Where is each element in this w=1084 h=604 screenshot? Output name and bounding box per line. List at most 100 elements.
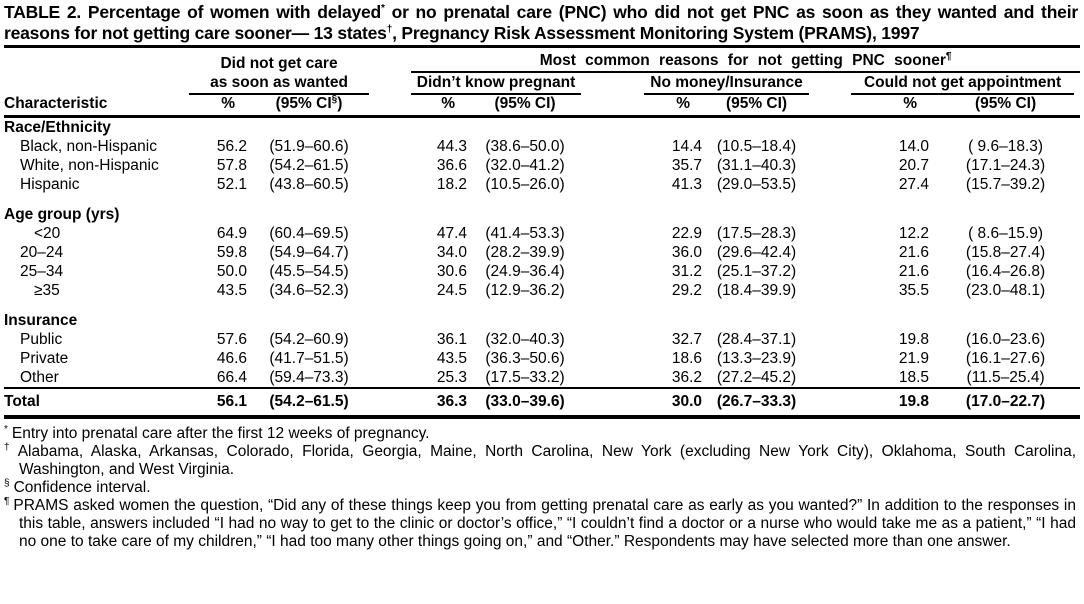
table-row: ≥35 43.5 (34.6–52.3) 24.5 (12.9–36.2) 29… xyxy=(4,281,1080,300)
cell-ci: (60.4–69.5) xyxy=(269,225,349,242)
cell-pct: 36.6 xyxy=(436,157,468,174)
table-title: TABLE 2. Percentage of women with delaye… xyxy=(4,2,1078,44)
cell-pct: 52.1 xyxy=(216,176,247,193)
col-header-characteristic: Characteristic xyxy=(4,95,189,118)
cell-pct: 18.5 xyxy=(898,369,930,386)
cell-pct: 35.5 xyxy=(898,282,930,299)
section-header-row: Insurance xyxy=(4,300,1080,330)
footnotes: * Entry into prenatal care after the firs… xyxy=(4,424,1076,551)
footnote-text: Alabama, Alaska, Arkansas, Colorado, Flo… xyxy=(17,443,1076,478)
cell-ci: (17.0–22.7) xyxy=(931,387,1081,417)
cell-pct: 21.6 xyxy=(898,244,930,261)
reasons-spanner-label: Most common reasons for not getting PNC … xyxy=(539,52,946,69)
cell-ci: (32.0–40.3) xyxy=(485,331,565,348)
group-no-appointment-underline: Could not get appointment xyxy=(851,73,1075,95)
table-row: Public 57.6 (54.2–60.9) 36.1 (32.0–40.3)… xyxy=(4,330,1080,349)
title-text-3: , Pregnancy Risk Assessment Monitoring S… xyxy=(392,23,920,43)
cell-ci: (38.6–50.0) xyxy=(485,138,565,155)
section-header-row: Age group (yrs) xyxy=(4,194,1080,224)
table-header: Did not get care Most common reasons for… xyxy=(4,47,1081,118)
cell-ci: (54.9–64.7) xyxy=(269,244,349,261)
cell-ci: (54.2–61.5) xyxy=(249,387,370,417)
cell-pct: 57.6 xyxy=(216,331,247,348)
row-label: <20 xyxy=(34,225,61,242)
cell-pct: 46.6 xyxy=(216,350,247,367)
cell-pct: 21.9 xyxy=(898,350,930,367)
footnote-marker-dagger: † xyxy=(386,24,393,36)
cell-ci: (41.7–51.5) xyxy=(269,350,349,367)
group-care-underline: as soon as wanted xyxy=(189,73,370,95)
cell-pct: 18.6 xyxy=(671,350,703,367)
cell-pct: 20.7 xyxy=(898,157,930,174)
table-row: Other 66.4 (59.4–73.3) 25.3 (17.5–33.2) … xyxy=(4,368,1080,388)
cell-ci: (12.9–36.2) xyxy=(485,282,565,299)
cell-ci: (10.5–26.0) xyxy=(485,176,565,193)
footnote-marker: § xyxy=(4,477,10,489)
cell-ci: (28.4–37.1) xyxy=(716,331,797,348)
cell-pct: 14.0 xyxy=(898,138,930,155)
table-row: Hispanic 52.1 (43.8–60.5) 18.2 (10.5–26.… xyxy=(4,175,1080,194)
cell-ci: (11.5–25.4) xyxy=(966,369,1045,386)
ci-label-pre: (95% CI xyxy=(275,95,332,112)
header-row-columns: Characteristic % (95% CI§) % (95% CI) % … xyxy=(4,95,1081,118)
footnote-text: Entry into prenatal care after the first… xyxy=(11,425,430,442)
cell-pct: 34.0 xyxy=(436,244,468,261)
blank-cell xyxy=(4,73,189,95)
cell-pct: 59.8 xyxy=(216,244,247,261)
cell-pct: 56.2 xyxy=(216,138,247,155)
section-header-row: Race/Ethnicity xyxy=(4,117,1080,138)
footnote-section: § Confidence interval. xyxy=(4,477,1076,497)
cell-pct: 43.5 xyxy=(436,350,468,367)
cell-ci: (36.3–50.6) xyxy=(485,350,565,367)
footnote-marker: ¶ xyxy=(4,495,10,507)
footnote-marker-asterisk: * xyxy=(381,3,385,15)
row-label: Other xyxy=(20,369,59,386)
col-header-pct-3: % xyxy=(581,95,705,118)
title-text-2: or no prenatal care (PNC) who did not ge… xyxy=(4,2,1078,43)
cell-pct: 56.1 xyxy=(189,387,249,417)
cell-pct: 36.1 xyxy=(436,331,468,348)
footnote-dagger: † Alabama, Alaska, Arkansas, Colorado, Fl… xyxy=(4,442,1076,479)
table-row: Black, non-Hispanic 56.2 (51.9–60.6) 44.… xyxy=(4,137,1080,156)
section-label-insurance: Insurance xyxy=(4,312,78,329)
cell-pct: 66.4 xyxy=(216,369,247,386)
cell-ci: (25.1–37.2) xyxy=(716,263,797,280)
col-header-ci-1: (95% CI§) xyxy=(249,95,370,118)
footnote-text: Confidence interval. xyxy=(13,479,151,496)
cell-ci: (29.0–53.5) xyxy=(716,176,797,193)
document-page: TABLE 2. Percentage of women with delaye… xyxy=(4,2,1081,551)
total-label: Total xyxy=(4,387,189,417)
cell-pct: 24.5 xyxy=(436,282,468,299)
cell-ci: (41.4–53.3) xyxy=(485,225,565,242)
cell-ci: (16.4–26.8) xyxy=(965,263,1046,280)
section-label-age: Age group (yrs) xyxy=(4,206,120,223)
row-label: Public xyxy=(20,331,63,348)
table-body: Race/Ethnicity Black, non-Hispanic 56.2 … xyxy=(4,117,1081,417)
cell-ci: (59.4–73.3) xyxy=(269,369,349,386)
cell-pct: 19.8 xyxy=(809,387,932,417)
col-header-pct-4: % xyxy=(809,95,932,118)
header-row-spanners: Did not get care Most common reasons for… xyxy=(4,47,1081,74)
cell-ci: (27.2–45.2) xyxy=(716,369,797,386)
cell-pct: 29.2 xyxy=(671,282,703,299)
cell-ci: (17.1–24.3) xyxy=(965,157,1046,174)
cell-pct: 44.3 xyxy=(436,138,468,155)
ci-label-post: ) xyxy=(337,95,343,112)
cell-pct: 32.7 xyxy=(671,331,703,348)
col-group-no-appointment: Could not get appointment xyxy=(809,73,1080,95)
cell-ci: (54.2–61.5) xyxy=(269,157,349,174)
col-group-didnt-know: Didn’t know pregnant xyxy=(369,73,582,95)
cell-pct: 27.4 xyxy=(898,176,930,193)
row-label: Hispanic xyxy=(20,176,80,193)
cell-ci: (51.9–60.6) xyxy=(269,138,349,155)
cell-pct: 30.0 xyxy=(581,387,705,417)
col-header-pct-1: % xyxy=(189,95,249,118)
cell-pct: 36.3 xyxy=(369,387,470,417)
cell-pct: 36.0 xyxy=(671,244,703,261)
footnote-asterisk: * Entry into prenatal care after the firs… xyxy=(4,424,1076,443)
cell-pct: 57.8 xyxy=(216,157,247,174)
cell-ci: (10.5–18.4) xyxy=(716,138,797,155)
blank-cell xyxy=(4,47,189,74)
cell-ci: ( 9.6–18.3) xyxy=(968,138,1044,155)
cell-ci: (17.5–28.3) xyxy=(716,225,797,242)
